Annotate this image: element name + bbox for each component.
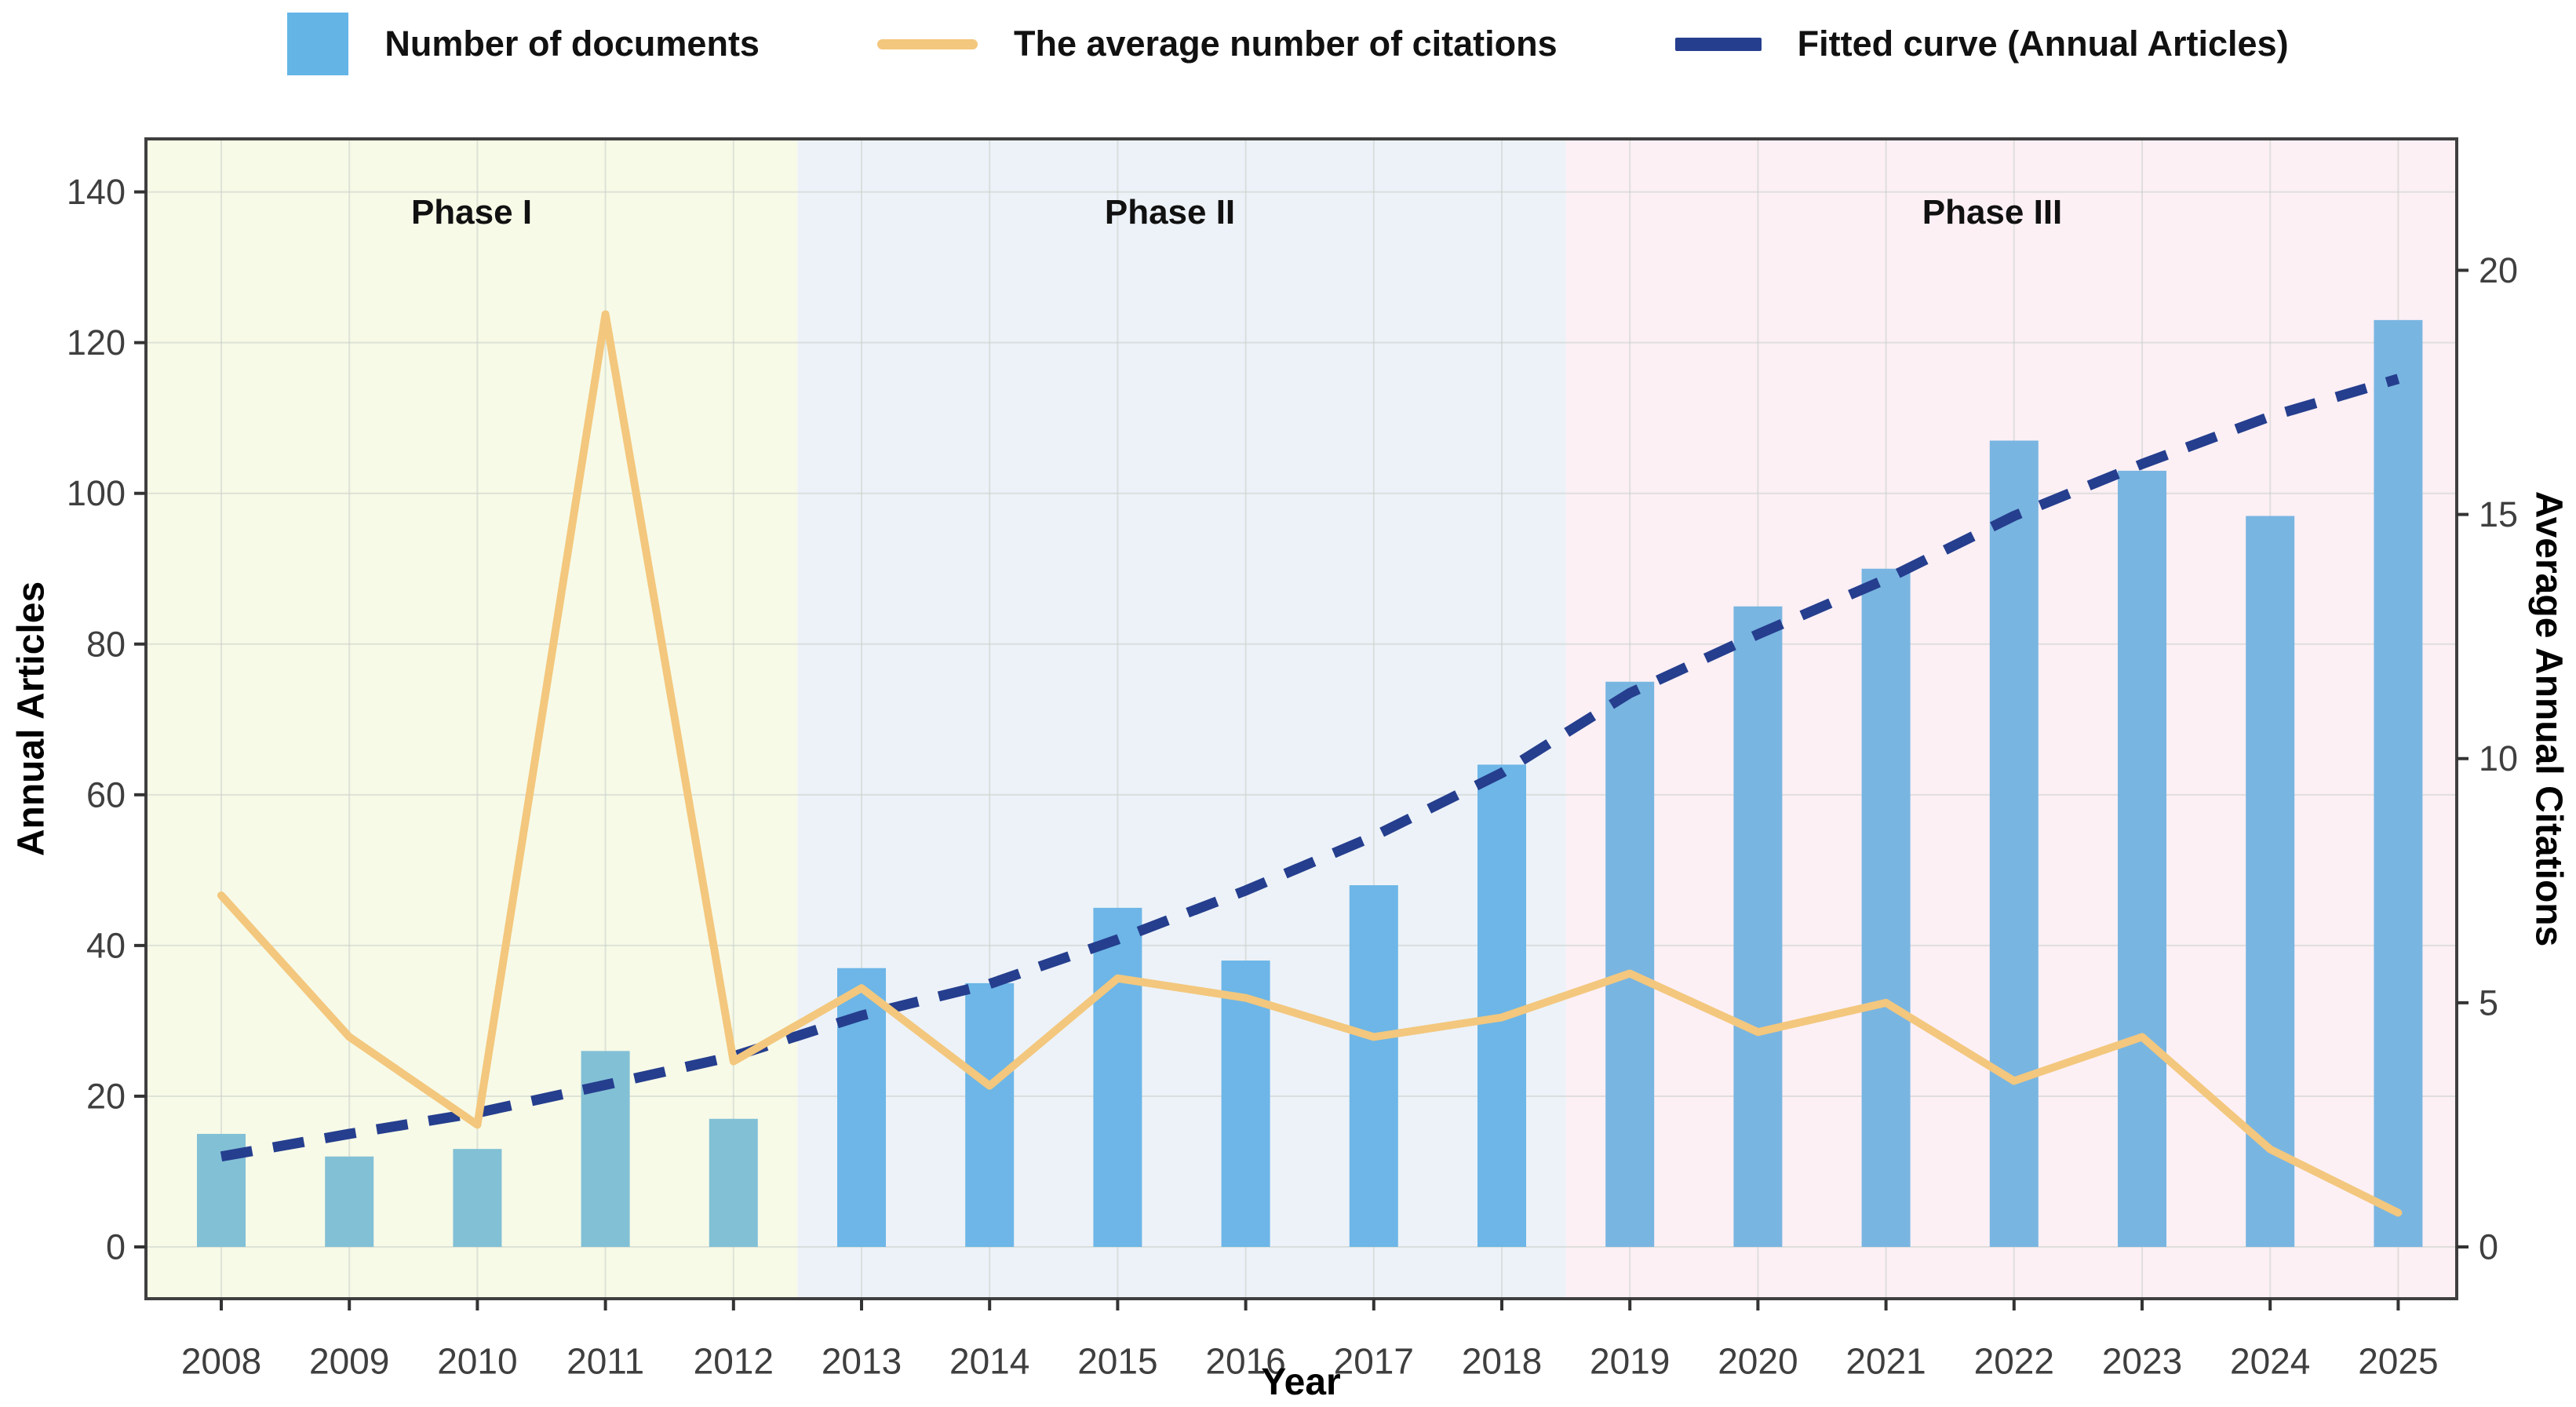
bar-2018 <box>1477 764 1526 1247</box>
right-tick-label: 10 <box>2479 738 2518 778</box>
bar-2012 <box>709 1118 758 1247</box>
right-axis-title: Average Annual Citations <box>2527 490 2570 947</box>
bar-2023 <box>2118 470 2166 1247</box>
legend-item-fitted: Fitted curve (Annual Articles) <box>1674 24 2289 64</box>
x-axis-title: Year <box>1261 1361 1341 1403</box>
legend-label-citations: The average number of citations <box>1013 24 1558 64</box>
left-tick-label: 120 <box>67 323 126 363</box>
bar-2020 <box>1733 606 1783 1247</box>
left-tick-label: 40 <box>86 925 126 965</box>
bar-2017 <box>1349 885 1398 1247</box>
citations-line <box>217 310 2403 1217</box>
x-tick-label: 2020 <box>1718 1341 1798 1382</box>
left-tick-label: 20 <box>86 1076 126 1116</box>
bar-2015 <box>1093 907 1142 1247</box>
x-tick-label: 2025 <box>2358 1341 2438 1382</box>
legend-label-documents: Number of documents <box>384 24 760 64</box>
bar-2009 <box>325 1156 374 1247</box>
bar-2024 <box>2246 516 2295 1247</box>
x-tick-label: 2017 <box>1334 1341 1414 1382</box>
bar-swatch-icon <box>287 13 349 75</box>
left-tick-label: 80 <box>86 624 126 664</box>
x-tick-label: 2022 <box>1974 1341 2054 1382</box>
x-tick-label: 2009 <box>309 1341 389 1382</box>
left-tick-label: 60 <box>86 775 126 815</box>
dash-swatch-icon <box>1674 37 1762 51</box>
right-tick-label: 0 <box>2479 1227 2498 1267</box>
left-tick-label: 100 <box>67 473 126 513</box>
plot-border <box>144 137 2458 1300</box>
left-tick-label: 140 <box>67 172 126 212</box>
x-tick-label: 2018 <box>1462 1341 1542 1382</box>
right-tick-label: 20 <box>2479 250 2518 290</box>
legend-label-fitted: Fitted curve (Annual Articles) <box>1797 24 2289 64</box>
x-tick-label: 2024 <box>2230 1341 2310 1382</box>
bar-2014 <box>965 982 1015 1247</box>
bar-2025 <box>2374 319 2423 1247</box>
bar-2019 <box>1605 681 1655 1247</box>
left-axis-title: Annual Articles <box>10 581 53 857</box>
x-tick-label: 2015 <box>1077 1341 1157 1382</box>
fitted-curve-line <box>220 374 2400 1162</box>
legend-item-citations: The average number of citations <box>876 24 1558 64</box>
bar-2010 <box>453 1149 502 1247</box>
bar-2021 <box>1861 568 1911 1247</box>
phase-2-label: Phase II <box>1104 193 1236 231</box>
phase-3-label: Phase III <box>1922 193 2063 231</box>
x-tick-label: 2019 <box>1590 1341 1670 1382</box>
x-tick-label: 2011 <box>567 1341 644 1382</box>
legend-item-documents: Number of documents <box>287 13 760 75</box>
x-tick-label: 2014 <box>949 1341 1029 1382</box>
x-tick-label: 2023 <box>2102 1341 2182 1382</box>
legend: Number of documents The average number o… <box>0 5 2576 83</box>
phase-1-background <box>146 139 798 1299</box>
x-tick-label: 2008 <box>181 1341 261 1382</box>
bar-2013 <box>837 968 886 1247</box>
bar-2022 <box>1989 440 2039 1247</box>
x-tick-label: 2010 <box>437 1341 517 1382</box>
phase-2-background <box>797 139 1566 1299</box>
left-tick-label: 0 <box>106 1227 126 1267</box>
x-tick-label: 2016 <box>1205 1341 1285 1382</box>
right-tick-label: 15 <box>2479 494 2518 534</box>
x-tick-label: 2021 <box>1845 1341 1926 1382</box>
phase-1-label: Phase I <box>410 193 533 231</box>
right-tick-label: 5 <box>2479 982 2498 1022</box>
line-swatch-icon <box>876 38 978 49</box>
x-tick-label: 2012 <box>694 1341 774 1382</box>
bar-2016 <box>1221 960 1270 1247</box>
x-tick-label: 2013 <box>822 1341 902 1382</box>
